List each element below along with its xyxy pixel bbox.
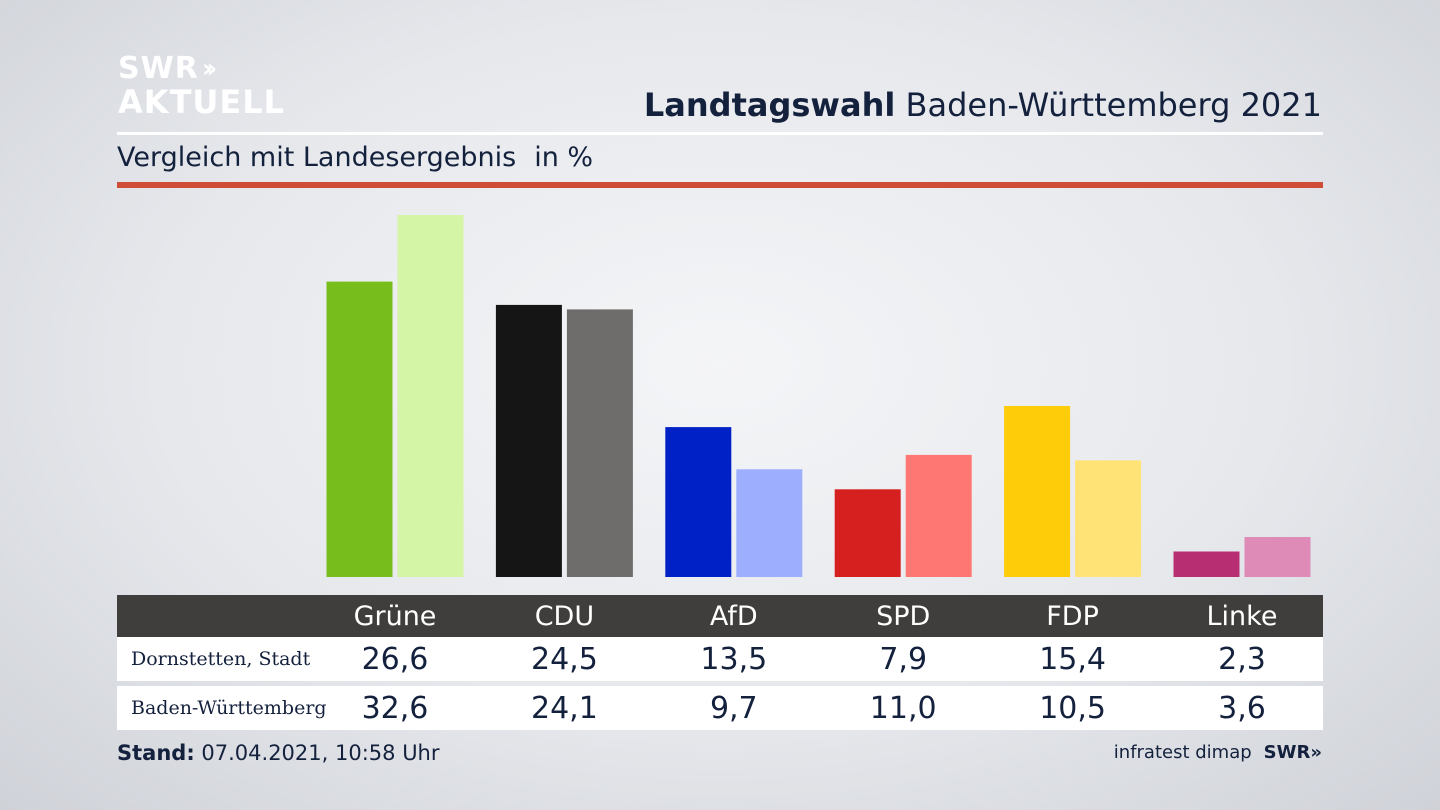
source-credit: infratest dimap SWR» [1114, 742, 1322, 763]
column-header-fdp: FDP [1046, 600, 1099, 632]
bar-spd-local [834, 489, 901, 577]
page-title: Landtagswahl Baden-Württemberg 2021 [644, 86, 1322, 124]
title-divider [117, 132, 1323, 135]
bar-afd-local [665, 427, 732, 577]
logo-text-aktuell: AKTUELL [118, 83, 286, 121]
column-header-gr-ne: Grüne [353, 600, 437, 632]
bar-fdp-state [1075, 460, 1142, 577]
column-header-linke: Linke [1206, 600, 1278, 632]
timestamp: Stand: 07.04.2021, 10:58 Uhr [117, 741, 440, 765]
value-cdu-state: 24,1 [530, 690, 598, 726]
bar-afd-state [736, 469, 803, 577]
title-rest: Baden-Württemberg 2021 [905, 86, 1323, 124]
table-row: Baden-Württemberg 32,6 24,1 9,7 11,0 10,5 3,6 [117, 686, 1323, 730]
bar-cdu-local [495, 304, 562, 577]
chart-subtitle: Vergleich mit Landesergebnis in % [117, 142, 593, 173]
bar-gr-ne-local [326, 281, 393, 577]
subtitle-divider [117, 182, 1323, 188]
row-label: Baden-Württemberg [131, 697, 327, 719]
table-row: Dornstetten, Stadt 26,6 24,5 13,5 7,9 15,4 2,… [117, 637, 1323, 681]
subtitle-text: Vergleich mit Landesergebnis [117, 142, 517, 173]
results-table: Grüne CDU AfD SPD FDP Linke Dornstetten, Stad… [117, 595, 1323, 730]
logo-text-swr: SWR [118, 51, 199, 86]
bar-gr-ne-state [397, 215, 464, 577]
title-bold: Landtagswahl [643, 86, 896, 124]
value-gr-ne-local: 26,6 [361, 641, 429, 677]
value-afd-local: 13,5 [700, 641, 768, 677]
bar-fdp-local [1004, 406, 1071, 577]
bar-linke-state [1244, 537, 1311, 577]
source-text: infratest dimap [1113, 742, 1252, 763]
table-header: Grüne CDU AfD SPD FDP Linke [117, 595, 1323, 637]
bar-cdu-state [566, 309, 633, 577]
value-fdp-state: 10,5 [1039, 690, 1106, 726]
bar-chart [326, 215, 1311, 577]
value-spd-local: 7,9 [879, 641, 928, 677]
unit-label: in % [534, 142, 594, 173]
column-header-cdu: CDU [534, 600, 595, 632]
value-spd-state: 11,0 [869, 690, 937, 726]
bar-spd-state [905, 454, 972, 577]
row-label: Dornstetten, Stadt [131, 648, 311, 670]
swr-aktuell-logo: SWR ›› AKTUELL [118, 51, 286, 121]
value-gr-ne-state: 32,6 [361, 690, 429, 726]
value-linke-state: 3,6 [1218, 690, 1266, 726]
stand-label: Stand: [117, 741, 195, 765]
value-afd-state: 9,7 [709, 690, 758, 726]
column-header-afd: AfD [709, 600, 758, 632]
value-cdu-local: 24,5 [530, 641, 598, 677]
value-linke-local: 2,3 [1218, 641, 1266, 677]
bar-linke-local [1173, 551, 1240, 577]
swr-logo: SWR» [1263, 742, 1322, 763]
stand-value: 07.04.2021, 10:58 Uhr [201, 741, 440, 765]
column-header-spd: SPD [876, 600, 931, 632]
value-fdp-local: 15,4 [1039, 641, 1106, 677]
swr-logo-text: SWR [1263, 742, 1311, 763]
